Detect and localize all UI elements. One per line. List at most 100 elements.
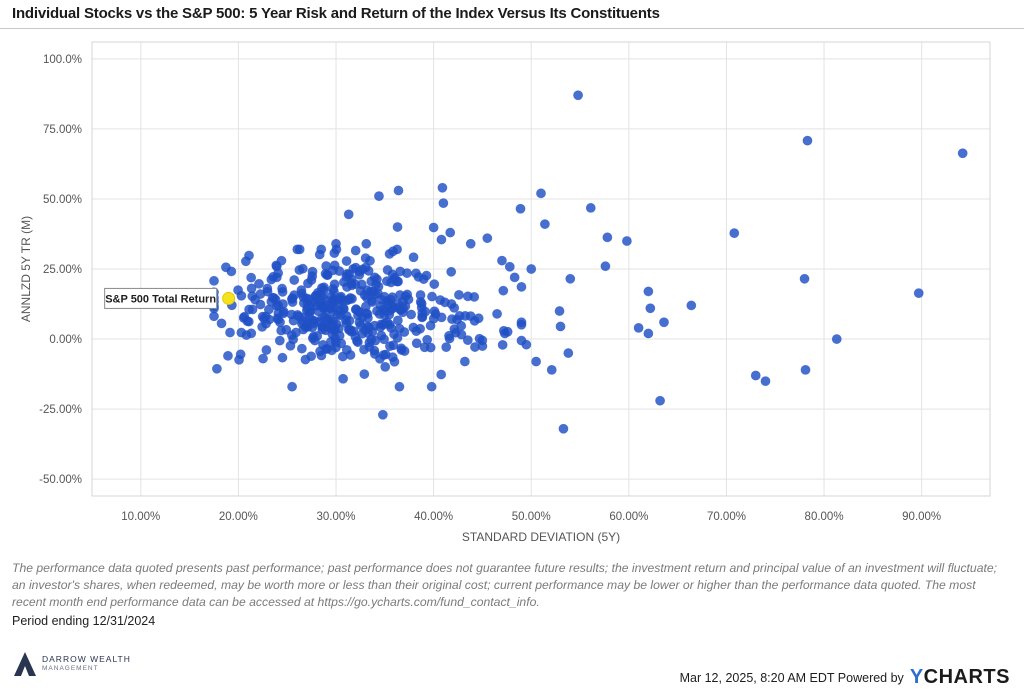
data-point [441, 342, 452, 353]
x-tick-label: 30.00% [317, 511, 356, 523]
data-point [643, 286, 654, 297]
x-tick-label: 10.00% [121, 511, 160, 523]
data-point [307, 333, 318, 344]
data-point [462, 335, 473, 346]
ycharts-logo[interactable]: YCHARTS [910, 666, 1010, 689]
data-point [335, 310, 346, 321]
data-point [729, 228, 740, 239]
data-point [352, 336, 362, 346]
data-point [216, 318, 227, 329]
data-point [600, 261, 611, 272]
data-point [258, 353, 268, 364]
timestamp-text: Mar 12, 2025, 8:20 AM EDT Powered by [679, 670, 904, 685]
data-point [296, 343, 307, 354]
data-point [426, 381, 437, 392]
data-point [221, 262, 231, 273]
data-point [411, 338, 422, 349]
benchmark-point [222, 291, 236, 305]
x-tick-label: 50.00% [512, 511, 551, 523]
data-point [957, 148, 968, 159]
data-point [645, 303, 656, 314]
data-point [388, 302, 399, 313]
data-point [477, 341, 488, 351]
data-point [378, 304, 389, 315]
period-ending-label: Period ending 12/31/2024 [12, 614, 156, 628]
data-point [355, 285, 366, 296]
data-point [225, 327, 235, 338]
data-point [273, 308, 284, 319]
data-point [359, 369, 370, 379]
title-divider [0, 28, 1024, 29]
data-point [417, 311, 428, 322]
data-point [235, 349, 246, 360]
data-point [633, 322, 644, 333]
benchmark-callout-box [104, 287, 218, 309]
y-axis-ticks: 100.0% 75.00% 50.00% 25.00% 0.00% -25.00% -50.… [39, 54, 82, 486]
data-point [446, 266, 457, 277]
data-point [469, 315, 480, 326]
data-point [360, 253, 371, 264]
data-point [396, 345, 407, 355]
data-point [573, 90, 583, 101]
data-point [469, 292, 480, 302]
data-point [408, 252, 419, 263]
data-point [382, 265, 393, 275]
data-point [437, 182, 448, 193]
data-point [321, 306, 332, 316]
scatter-chart: S&P 500 Total Return 100.0% 75.00% 50.00% 2… [19, 41, 991, 544]
data-point [303, 278, 313, 289]
x-tick-label: 40.00% [414, 511, 453, 523]
data-point [436, 234, 447, 245]
data-point [361, 238, 372, 249]
data-point [686, 300, 697, 311]
data-point [328, 295, 339, 306]
benchmark-callout-label: S&P 500 Total Return [105, 293, 216, 305]
x-tick-label: 20.00% [219, 511, 258, 523]
data-point [337, 295, 348, 306]
y-tick-label: 50.00% [43, 194, 82, 206]
data-point [369, 349, 380, 359]
data-point [345, 325, 356, 335]
data-point [416, 302, 427, 313]
x-axis-title: STANDARD DEVIATION (5Y) [462, 530, 620, 544]
data-point [288, 315, 299, 326]
data-point [277, 286, 288, 297]
data-point [212, 363, 222, 374]
data-point [244, 250, 254, 261]
data-point [377, 409, 388, 420]
data-point [456, 329, 467, 340]
data-point [504, 261, 515, 272]
x-tick-label: 60.00% [609, 511, 648, 523]
data-point [536, 188, 546, 199]
data-point [435, 295, 446, 305]
data-point [350, 304, 361, 315]
data-point [254, 278, 264, 289]
data-point [345, 350, 356, 360]
data-point [621, 236, 632, 246]
data-point [750, 370, 761, 381]
data-point [209, 275, 219, 286]
data-point [452, 314, 462, 325]
data-point [558, 423, 569, 434]
data-point [509, 272, 520, 283]
data-point [243, 316, 254, 327]
y-axis-title: ANNLZD 5Y TR (M) [19, 216, 33, 322]
y-tick-label: 100.0% [43, 54, 82, 66]
data-point [266, 274, 277, 285]
data-point [300, 322, 311, 333]
data-point [392, 315, 403, 326]
data-point [247, 291, 258, 302]
data-point [376, 319, 387, 330]
data-point [398, 303, 409, 314]
data-point [526, 264, 537, 274]
data-point [329, 260, 340, 271]
data-point [515, 203, 526, 214]
data-point [415, 323, 426, 334]
data-point [760, 376, 771, 386]
y-tick-label: -50.00% [39, 474, 82, 486]
data-point [373, 288, 383, 299]
darrow-wealth-logo: DARROW WEALTH MANAGEMENT [12, 648, 152, 684]
data-point [406, 309, 417, 320]
data-point [287, 381, 297, 392]
data-point [374, 191, 384, 202]
